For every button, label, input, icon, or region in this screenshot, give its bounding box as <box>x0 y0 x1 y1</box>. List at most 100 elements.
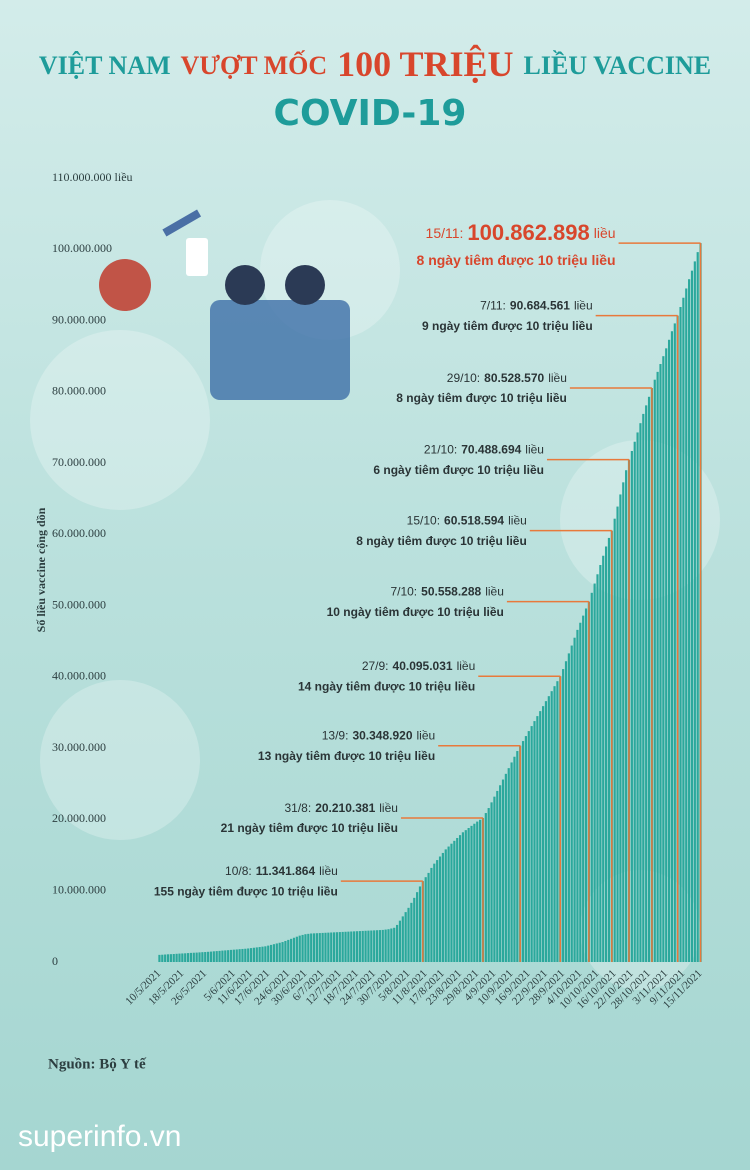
bar <box>215 951 218 962</box>
chart-title: VIỆT NAM VƯỢT MỐC 100 TRIỆU LIỀU VACCINE <box>39 44 711 84</box>
bar <box>430 867 433 962</box>
bar <box>258 947 261 962</box>
y-axis-label: Số liều vaccine cộng dồn <box>34 507 48 632</box>
bar <box>433 863 436 962</box>
bar <box>645 405 648 962</box>
bar <box>261 946 264 962</box>
bar <box>665 348 668 963</box>
annotation-value: 30.348.920 <box>352 729 412 743</box>
bar <box>255 947 258 962</box>
bar <box>324 932 327 962</box>
bar <box>204 952 207 962</box>
bar <box>158 954 161 962</box>
bar <box>633 441 636 962</box>
bar <box>630 450 633 962</box>
bar <box>567 653 570 962</box>
bar <box>516 751 519 962</box>
bar <box>690 270 694 962</box>
bar <box>292 937 296 962</box>
bar <box>670 331 674 963</box>
bar <box>636 432 639 963</box>
title-part: LIỀU VACCINE <box>524 51 712 80</box>
bar <box>341 931 344 962</box>
annotation-unit: liều <box>548 371 567 385</box>
bar <box>596 574 599 962</box>
bar <box>584 608 588 962</box>
bar <box>427 872 430 962</box>
bar <box>476 821 479 962</box>
y-tick-label: 80.000.000 <box>52 384 106 398</box>
bar <box>521 741 525 962</box>
bar <box>290 938 293 962</box>
annotation-value: 100.862.898 <box>467 220 589 245</box>
bar <box>361 930 364 962</box>
bar <box>470 825 473 962</box>
bar <box>370 930 373 962</box>
bar <box>195 952 198 962</box>
annotation-note: 10 ngày tiêm được 10 triệu liều <box>327 605 504 619</box>
y-tick-label: 20.000.000 <box>52 811 106 825</box>
annotation-unit: liều <box>379 801 398 815</box>
bar <box>579 622 582 962</box>
bar <box>301 934 304 962</box>
bar <box>524 736 528 962</box>
bar <box>244 948 247 962</box>
bar <box>682 297 685 963</box>
y-tick-label: 60.000.000 <box>52 526 106 540</box>
bar <box>287 939 290 962</box>
bar <box>464 830 467 962</box>
bar <box>479 819 482 962</box>
annotation: 31/8: 20.210.381 liều <box>285 801 398 815</box>
bar <box>178 953 181 962</box>
bar <box>573 637 576 962</box>
bar <box>175 953 178 962</box>
bar <box>367 930 370 962</box>
bar <box>169 954 172 962</box>
bar <box>564 661 568 962</box>
bar <box>310 933 313 962</box>
bar <box>693 261 696 962</box>
bar <box>659 364 662 962</box>
bar <box>375 930 379 962</box>
bar <box>696 252 699 962</box>
bar <box>642 413 645 962</box>
bar <box>456 837 459 962</box>
y-tick-label: 100.000.000 <box>52 241 112 255</box>
bar <box>192 952 195 962</box>
annotation-note: 8 ngày tiêm được 10 triệu liều <box>417 252 616 268</box>
bar <box>570 645 573 962</box>
bar <box>378 930 381 962</box>
bar <box>338 932 341 962</box>
annotation-note: 8 ngày tiêm được 10 triệu liều <box>356 534 527 548</box>
bar <box>364 930 367 962</box>
bar <box>229 949 233 962</box>
chart-subtitle: COVID-19 <box>274 93 467 134</box>
annotation: 29/10: 80.528.570 liều <box>447 371 567 385</box>
bar <box>353 931 356 962</box>
illustration <box>99 209 350 400</box>
bar <box>284 940 287 962</box>
annotation-note: 13 ngày tiêm được 10 triệu liều <box>258 749 435 763</box>
bar <box>330 932 333 962</box>
bar <box>264 946 267 962</box>
bar <box>189 952 193 962</box>
annotation-value: 11.341.864 <box>256 864 316 878</box>
annotation-date: 15/11: <box>426 225 464 241</box>
bar <box>373 930 376 962</box>
bar <box>275 943 278 962</box>
bar <box>662 356 665 962</box>
annotation-note: 8 ngày tiêm được 10 triệu liều <box>396 391 567 405</box>
bar <box>395 924 399 962</box>
bar <box>556 681 559 962</box>
bar <box>398 920 402 962</box>
bar <box>247 948 250 962</box>
annotation-unit: liều <box>457 659 476 673</box>
bar <box>487 808 490 962</box>
bar <box>404 912 407 962</box>
bar <box>424 877 427 962</box>
bar <box>252 947 256 962</box>
bar <box>576 629 579 962</box>
annotation-value: 60.518.594 <box>444 514 504 528</box>
bar <box>184 953 187 962</box>
bar <box>530 726 533 962</box>
